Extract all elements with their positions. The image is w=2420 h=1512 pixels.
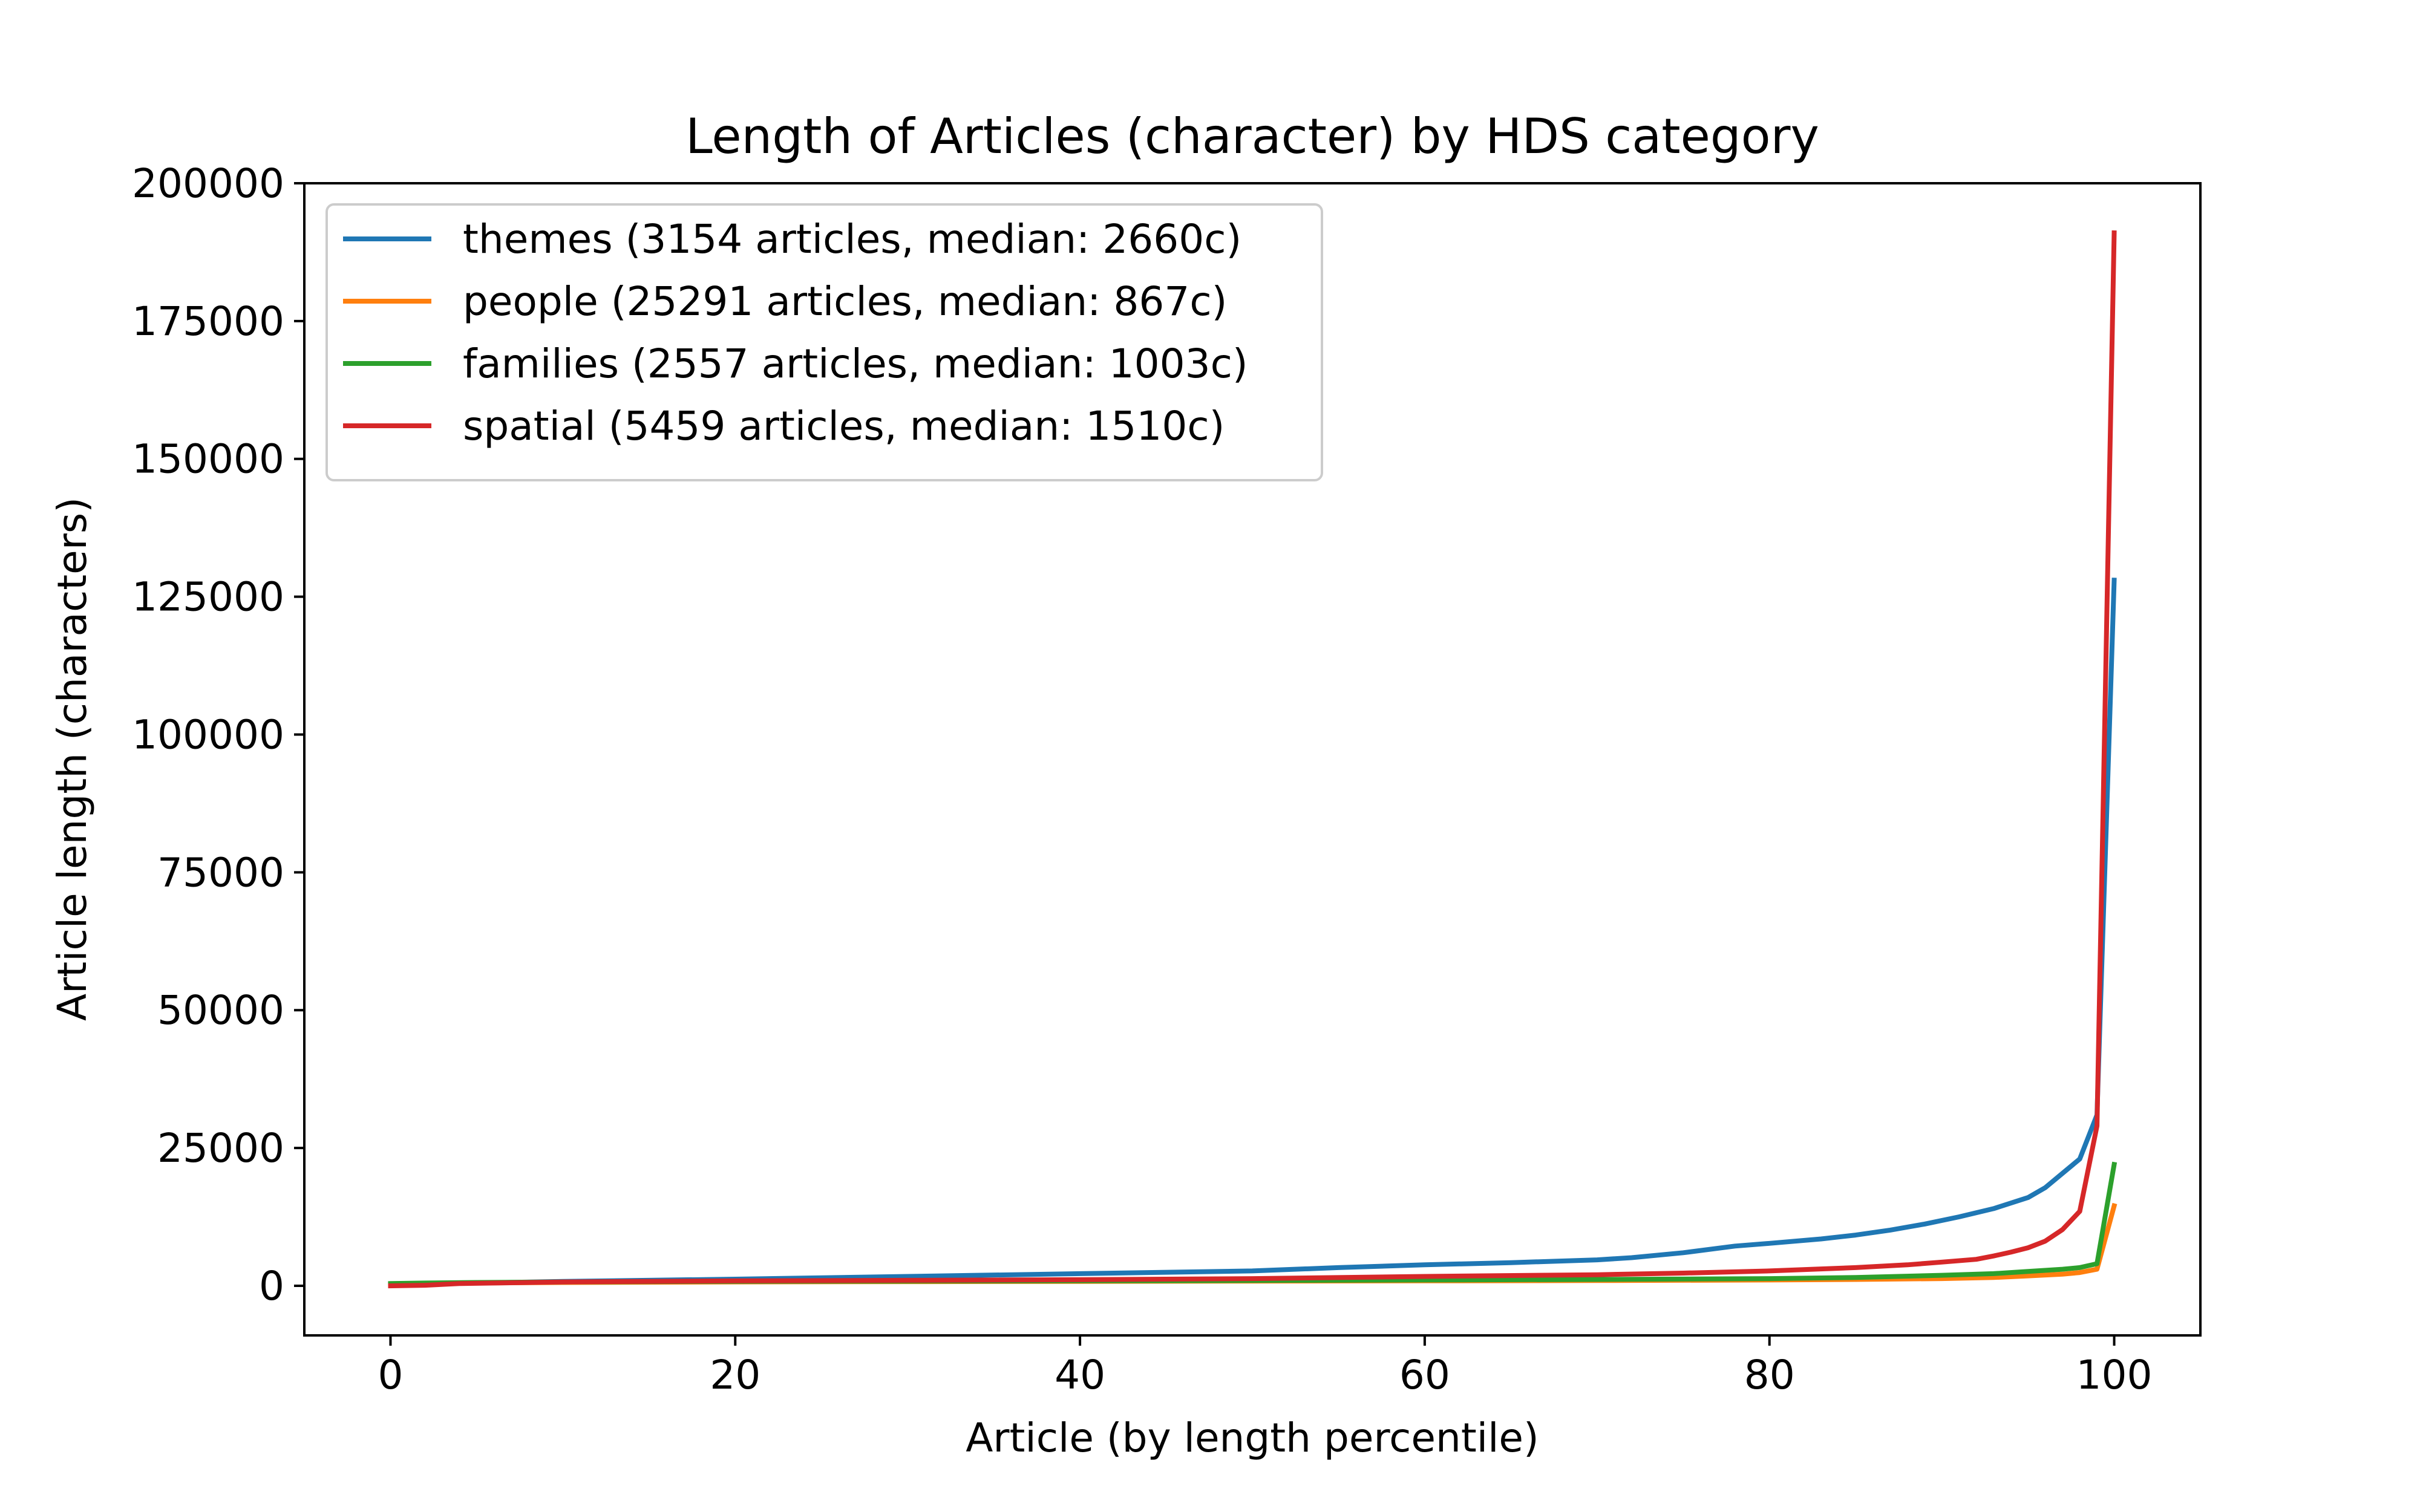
- x-axis-label: Article (by length percentile): [966, 1415, 1539, 1461]
- legend-box: [325, 203, 1323, 481]
- legend-label-0: themes (3154 articles, median: 2660c): [463, 216, 1241, 262]
- y-tick-label-5: 125000: [132, 574, 284, 621]
- y-tick-label-3: 75000: [157, 849, 284, 896]
- axes-frame: [303, 182, 2202, 1337]
- x-tick-label-2: 40: [1055, 1352, 1105, 1398]
- x-tick-label-3: 60: [1399, 1352, 1450, 1398]
- legend: themes (3154 articles, median: 2660c) peo…: [325, 203, 1323, 481]
- x-tick-label-4: 80: [1744, 1352, 1795, 1398]
- x-tick-label-5: 100: [2076, 1352, 2153, 1398]
- y-tick-label-0: 0: [259, 1263, 284, 1309]
- y-tick-label-1: 25000: [157, 1125, 284, 1171]
- series-line-0: [388, 578, 2117, 1287]
- legend-label-2: families (2557 articles, median: 1003c): [463, 341, 1248, 387]
- legend-label-1: people (25291 articles, median: 867c): [463, 278, 1227, 325]
- legend-label-3: spatial (5459 articles, median: 1510c): [463, 403, 1225, 449]
- y-tick-label-4: 100000: [132, 711, 284, 758]
- x-tick-label-0: 0: [378, 1352, 403, 1398]
- y-tick-label-6: 150000: [132, 436, 284, 483]
- x-tick-label-1: 20: [710, 1352, 760, 1398]
- plot-area: 0 20 40 60 80 100 0 25000 50000 75000 100000 125000…: [132, 160, 2202, 1398]
- y-axis-label: Article length (characters): [49, 497, 96, 1021]
- series-line-3: [388, 230, 2117, 1289]
- chart-title: Length of Articles (character) by HDS ca…: [685, 108, 1819, 165]
- y-tick-label-7: 175000: [132, 298, 284, 345]
- y-tick-label-2: 50000: [157, 987, 284, 1034]
- y-tick-label-8: 200000: [132, 160, 284, 207]
